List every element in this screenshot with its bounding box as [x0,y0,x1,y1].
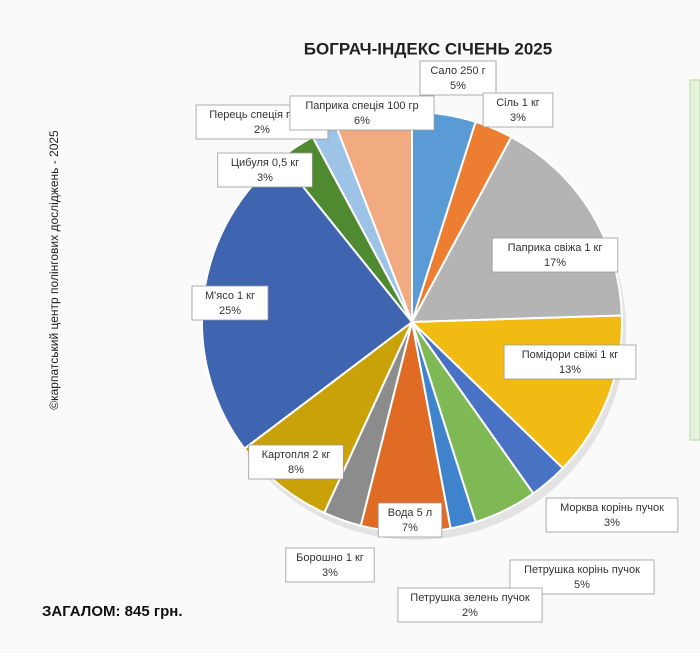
label-box [248,444,344,480]
value-label: 6% [354,115,370,127]
slice-label: Сіль 1 кг [496,97,540,109]
total-label: ЗАГАЛОМ: 845 грн. [42,603,183,620]
slice-label: М'ясо 1 кг [205,290,255,302]
slice-label: Петрушка корінь пучок [524,564,640,576]
value-label: 25% [219,305,241,317]
slice-label: Петрушка зелень пучок [410,592,530,604]
value-label: 3% [322,567,338,579]
label-box [397,587,543,623]
value-label: 3% [510,112,526,124]
chart-title: БОГРАЧ-ІНДЕКС СІЧЕНЬ 2025 [304,39,552,58]
label-box [377,502,443,538]
slice-label: Вода 5 л [388,507,432,519]
slice-label: Паприка спеція 100 гр [305,100,418,112]
slice-label: Перець спеція пачка [209,109,315,121]
label-box [289,95,435,131]
label-box [545,497,679,533]
value-label: 5% [450,80,466,92]
label-box [217,152,313,188]
value-label: 13% [559,364,581,376]
label-box [503,344,637,380]
value-label: 3% [257,172,273,184]
slice-label: Паприка свіжа 1 кг [508,242,603,254]
value-label: 3% [604,517,620,529]
label-box [191,285,269,321]
value-label: 2% [462,607,478,619]
slice-label: Помідори свіжі 1 кг [522,349,619,361]
value-label: 17% [544,257,566,269]
slice-label: Цибуля 0,5 кг [231,157,299,169]
slice-label: Сало 250 г [430,65,485,77]
value-label: 7% [402,522,418,534]
pie-slice [410,135,623,324]
source-note: ©карпатський центр полінгових досліджень… [47,130,61,410]
label-box [285,547,375,583]
label-box [419,60,497,96]
slice-label: Борошно 1 кг [296,552,364,564]
slice-label: Морква корінь пучок [560,502,664,514]
side-strip [689,79,700,441]
value-label: 2% [254,124,270,136]
label-box [482,92,554,128]
value-label: 5% [574,579,590,591]
slice-label: Картопля 2 кг [262,449,331,461]
label-box [491,237,619,273]
value-label: 8% [288,464,304,476]
